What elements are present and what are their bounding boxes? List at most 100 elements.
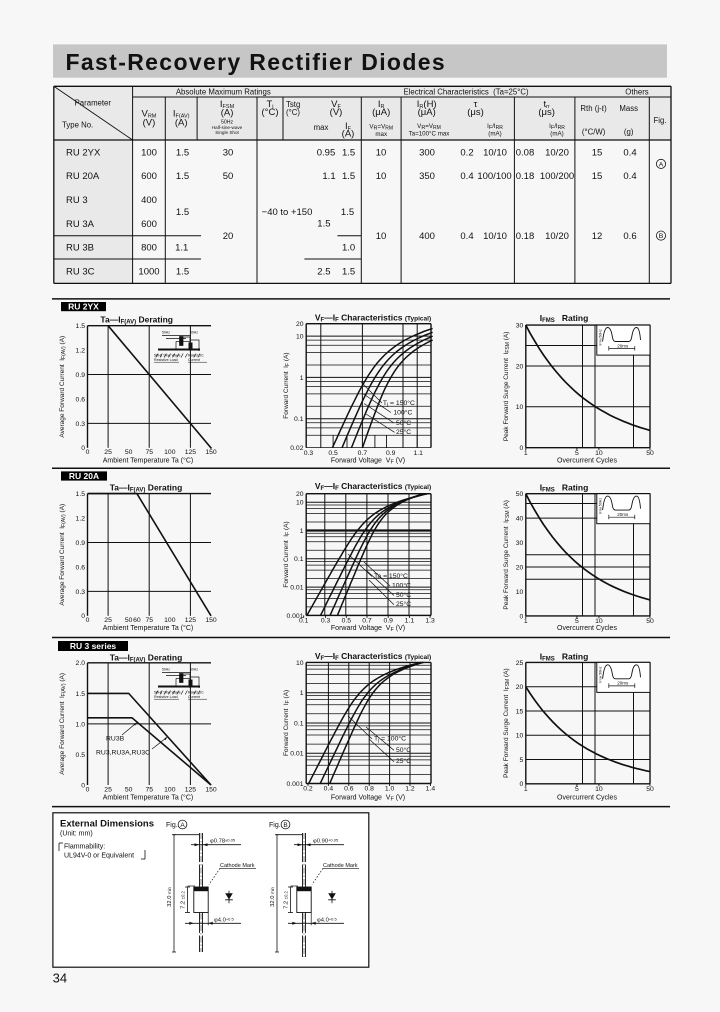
svg-text:10: 10 [595,618,603,625]
svg-text:50: 50 [125,617,133,624]
svg-text:(mA): (mA) [488,131,501,138]
svg-text:Overcurrent Cycles: Overcurrent Cycles [557,794,617,801]
svg-text:600: 600 [141,219,157,230]
svg-text:0.4: 0.4 [623,171,636,182]
svg-text:(°C): (°C) [262,107,279,118]
svg-text:VF—IF Characteristics (Typica: VF—IF Characteristics (Typical) [315,313,431,324]
svg-text:Peak Forward Surge Current IF: Peak Forward Surge Current IFSM (A) [503,668,511,778]
svg-text:50°C: 50°C [396,419,411,427]
svg-text:0.18: 0.18 [516,171,535,182]
svg-text:0.6: 0.6 [76,564,86,571]
svg-text:0.9: 0.9 [386,450,396,457]
svg-text:50Hz: 50Hz [190,668,198,672]
svg-text:Ambient Temperature Ta (°C): Ambient Temperature Ta (°C) [103,456,193,464]
svg-text:Absolute Maximum Ratings: Absolute Maximum Ratings [176,88,271,97]
svg-text:20: 20 [296,491,304,498]
svg-text:VF—IF Characteristics (Typica: VF—IF Characteristics (Typical) [315,481,431,492]
svg-text:0.08: 0.08 [516,147,535,158]
svg-text:0.3: 0.3 [304,450,314,457]
svg-text:400: 400 [141,195,157,206]
svg-text:Cathode Mark: Cathode Mark [220,863,255,869]
svg-text:(mA): (mA) [550,131,563,138]
svg-text:0.9: 0.9 [76,540,86,547]
svg-text:1: 1 [524,786,528,793]
svg-text:0.4: 0.4 [324,786,334,793]
svg-text:0.4: 0.4 [460,231,473,242]
svg-text:A: A [180,822,185,829]
svg-text:100°C: 100°C [392,582,411,590]
svg-text:(°C/W): (°C/W) [582,128,606,137]
svg-text:(g): (g) [624,128,634,137]
svg-text:25°C: 25°C [396,600,411,608]
svg-text:50Hz: 50Hz [162,668,170,672]
svg-text:10/20: 10/20 [545,231,569,242]
svg-text:50: 50 [516,491,524,498]
svg-text:0.5: 0.5 [76,752,86,759]
svg-text:7.2 ±0.2: 7.2 ±0.2 [284,890,290,908]
svg-text:20ms: 20ms [617,681,629,686]
svg-text:0: 0 [81,782,85,789]
svg-text:25: 25 [104,449,112,456]
svg-text:0.001: 0.001 [286,613,303,620]
svg-text:20: 20 [516,363,524,370]
svg-text:20: 20 [296,321,304,328]
svg-text:10: 10 [595,450,603,457]
svg-text:25°C: 25°C [396,757,411,765]
svg-text:1: 1 [524,450,528,457]
svg-text:50Hz: 50Hz [190,331,198,335]
svg-text:1.1: 1.1 [322,171,335,182]
svg-text:1.2: 1.2 [76,348,86,355]
svg-text:φ4.0+0.5: φ4.0+0.5 [214,916,235,923]
svg-text:1.5: 1.5 [76,491,86,498]
svg-text:1: 1 [524,618,528,625]
svg-text:1.0: 1.0 [385,786,395,793]
svg-text:1: 1 [300,528,304,535]
svg-text:0.001: 0.001 [286,781,303,788]
svg-text:0.3: 0.3 [321,618,331,625]
svg-text:Rated DC: Rated DC [188,354,204,358]
svg-text:0.1: 0.1 [299,618,309,625]
svg-text:12: 12 [592,231,603,242]
svg-text:10: 10 [376,147,387,158]
svg-text:Peak Forward Surge Current IF: Peak Forward Surge Current IFSM (A) [503,500,511,610]
svg-text:0.7: 0.7 [362,618,372,625]
svg-text:350: 350 [419,171,435,182]
svg-text:Ambient Temperature Ta (°C): Ambient Temperature Ta (°C) [103,624,193,632]
svg-text:15: 15 [516,708,524,715]
svg-text:RU 3 series: RU 3 series [70,641,117,651]
svg-text:125: 125 [185,449,197,456]
svg-text:1.2: 1.2 [76,515,86,522]
svg-text:Type No.: Type No. [62,121,93,130]
svg-text:Tstg: Tstg [286,100,300,109]
svg-text:2.5: 2.5 [317,267,330,278]
svg-text:IFMS Rating: IFMS Rating [540,652,589,663]
svg-text:0.18: 0.18 [516,231,535,242]
svg-text:50Hz Sine Wave: 50Hz Sine Wave [154,691,181,695]
svg-text:RU 3: RU 3 [66,195,88,206]
svg-text:Forward Voltage VF (V): Forward Voltage VF (V) [331,625,405,633]
svg-text:10: 10 [376,231,387,242]
svg-text:Tj = 150°C: Tj = 150°C [383,399,415,408]
svg-text:50Hz: 50Hz [221,119,234,125]
svg-text:5: 5 [575,450,579,457]
svg-text:Average Forward Current IF(AV: Average Forward Current IF(AV) (A) [59,504,67,606]
svg-text:20ms: 20ms [617,512,629,517]
svg-text:UL94V-0 or Equivalent: UL94V-0 or Equivalent [64,853,134,860]
svg-text:0.2: 0.2 [460,147,473,158]
svg-text:1: 1 [300,690,304,697]
svg-text:150: 150 [205,786,217,793]
svg-text:1.5: 1.5 [317,219,330,230]
svg-text:φ0.78±0.05: φ0.78±0.05 [210,838,236,845]
svg-text:VR=VRM: VR=VRM [369,124,393,132]
svg-text:Forward Voltage VF (V): Forward Voltage VF (V) [331,794,405,802]
svg-text:0.5: 0.5 [328,450,338,457]
svg-text:Forward Current IF (A): Forward Current IF (A) [283,521,291,587]
svg-text:Peak Forward Surge Current IF: Peak Forward Surge Current IFSM (A) [503,332,511,442]
svg-text:RU 2YX: RU 2YX [68,301,99,311]
svg-text:Rth (j-ℓ): Rth (j-ℓ) [580,104,607,113]
svg-text:RU 20A: RU 20A [66,171,100,182]
svg-text:IF/IRR: IF/IRR [549,123,565,131]
svg-text:RU 2YX: RU 2YX [66,147,101,158]
svg-text:1000: 1000 [138,267,159,278]
svg-text:Ta—IF(AV) Derating: Ta—IF(AV) Derating [110,483,183,494]
